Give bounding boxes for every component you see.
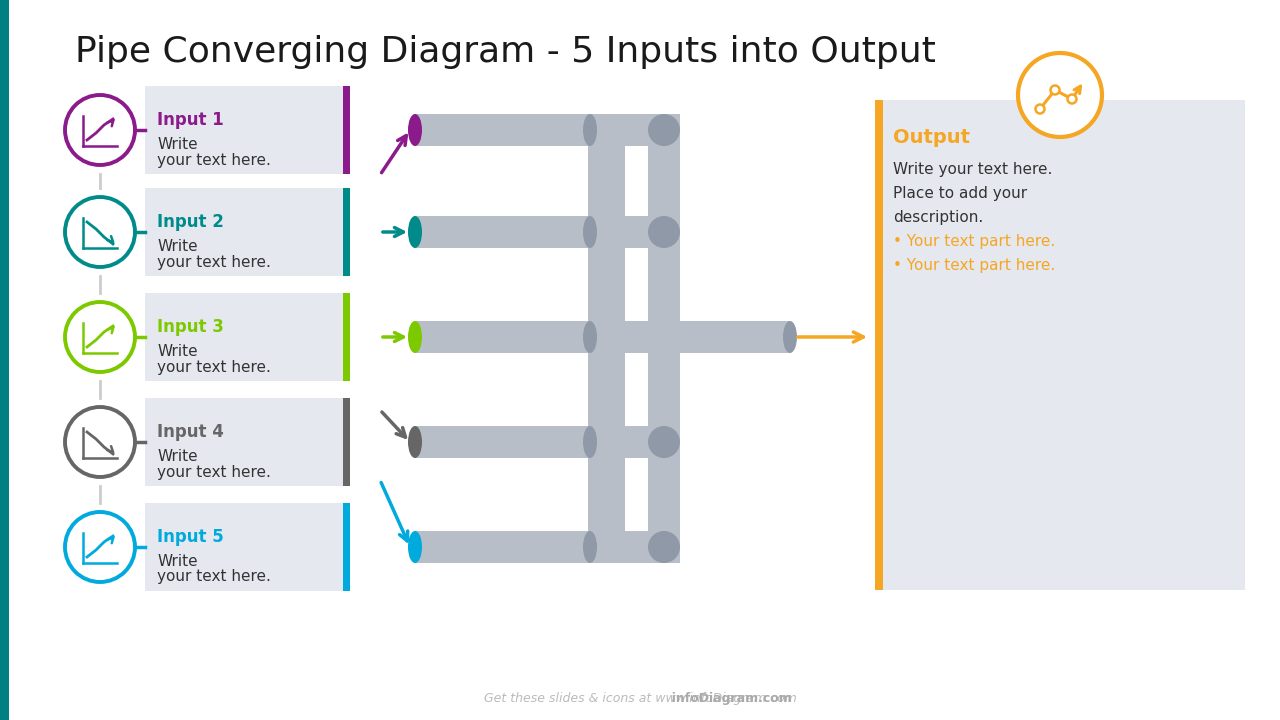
Text: • Your text part here.: • Your text part here.: [893, 234, 1055, 249]
FancyBboxPatch shape: [145, 86, 349, 174]
Ellipse shape: [648, 216, 680, 248]
FancyBboxPatch shape: [625, 146, 648, 216]
Text: Input 5: Input 5: [157, 528, 224, 546]
Circle shape: [1036, 104, 1044, 114]
Ellipse shape: [648, 426, 680, 458]
Text: Write: Write: [157, 137, 197, 151]
Circle shape: [65, 407, 134, 477]
FancyBboxPatch shape: [623, 426, 680, 458]
FancyBboxPatch shape: [415, 426, 590, 458]
Text: Get these slides & icons at www.infoDiagram.com: Get these slides & icons at www.infoDiag…: [484, 692, 796, 705]
FancyBboxPatch shape: [415, 114, 590, 146]
Ellipse shape: [648, 531, 680, 563]
Text: your text here.: your text here.: [157, 464, 271, 480]
Text: description.: description.: [893, 210, 983, 225]
Text: Pipe Converging Diagram - 5 Inputs into Output: Pipe Converging Diagram - 5 Inputs into …: [76, 35, 936, 69]
Circle shape: [65, 302, 134, 372]
Text: infoDiagram.com: infoDiagram.com: [488, 692, 792, 705]
Text: Write: Write: [157, 238, 197, 253]
FancyBboxPatch shape: [145, 293, 349, 381]
Text: your text here.: your text here.: [157, 153, 271, 168]
FancyBboxPatch shape: [415, 321, 590, 353]
FancyBboxPatch shape: [145, 188, 349, 276]
FancyBboxPatch shape: [625, 353, 648, 426]
FancyBboxPatch shape: [343, 293, 349, 381]
Text: Place to add your: Place to add your: [893, 186, 1027, 201]
Text: Write your text here.: Write your text here.: [893, 162, 1052, 177]
FancyBboxPatch shape: [623, 531, 680, 563]
Text: Write: Write: [157, 343, 197, 359]
Ellipse shape: [582, 216, 596, 248]
Circle shape: [1051, 86, 1060, 94]
FancyBboxPatch shape: [145, 503, 349, 591]
Ellipse shape: [783, 321, 797, 353]
Ellipse shape: [582, 426, 596, 458]
FancyBboxPatch shape: [623, 114, 680, 146]
FancyBboxPatch shape: [145, 398, 349, 486]
FancyBboxPatch shape: [623, 216, 680, 248]
Circle shape: [1018, 53, 1102, 137]
FancyBboxPatch shape: [343, 86, 349, 174]
Circle shape: [65, 512, 134, 582]
FancyBboxPatch shape: [625, 458, 648, 531]
FancyBboxPatch shape: [648, 114, 680, 563]
FancyBboxPatch shape: [623, 321, 680, 353]
Ellipse shape: [582, 531, 596, 563]
FancyBboxPatch shape: [415, 531, 590, 563]
FancyBboxPatch shape: [0, 0, 9, 720]
FancyBboxPatch shape: [415, 216, 590, 248]
FancyBboxPatch shape: [343, 188, 349, 276]
Ellipse shape: [582, 321, 596, 353]
FancyBboxPatch shape: [343, 503, 349, 591]
Circle shape: [65, 95, 134, 165]
Text: Output: Output: [893, 128, 970, 147]
Text: your text here.: your text here.: [157, 359, 271, 374]
Ellipse shape: [408, 531, 422, 563]
Text: Input 4: Input 4: [157, 423, 224, 441]
FancyBboxPatch shape: [876, 100, 1245, 590]
Circle shape: [65, 197, 134, 267]
FancyBboxPatch shape: [625, 248, 648, 321]
Text: Input 2: Input 2: [157, 213, 224, 231]
Ellipse shape: [648, 114, 680, 146]
Ellipse shape: [408, 216, 422, 248]
Text: Input 3: Input 3: [157, 318, 224, 336]
Text: your text here.: your text here.: [157, 570, 271, 585]
Text: your text here.: your text here.: [157, 254, 271, 269]
Ellipse shape: [408, 426, 422, 458]
FancyBboxPatch shape: [675, 321, 790, 353]
Text: Write: Write: [157, 554, 197, 569]
Ellipse shape: [582, 114, 596, 146]
Text: • Your text part here.: • Your text part here.: [893, 258, 1055, 273]
FancyBboxPatch shape: [343, 398, 349, 486]
Text: Write: Write: [157, 449, 197, 464]
Ellipse shape: [408, 114, 422, 146]
Text: Input 1: Input 1: [157, 111, 224, 129]
FancyBboxPatch shape: [876, 100, 883, 590]
Circle shape: [1068, 94, 1076, 104]
Ellipse shape: [408, 321, 422, 353]
FancyBboxPatch shape: [588, 114, 625, 563]
